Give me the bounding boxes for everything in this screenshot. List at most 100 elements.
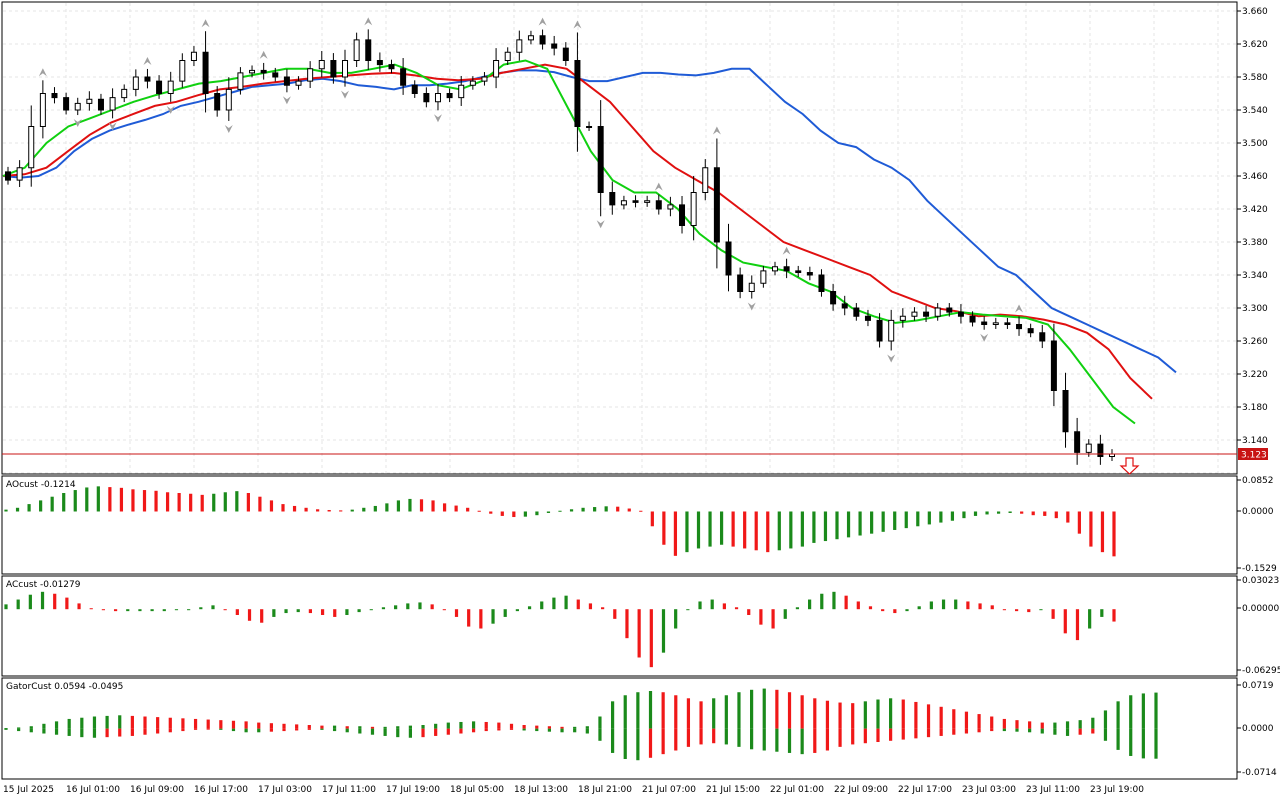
tick-3140: 3.140: [1237, 436, 1268, 446]
gator-upper-bar: [648, 691, 653, 729]
candle-body: [400, 68, 407, 86]
main-pane-frame[interactable]: [1, 1, 1238, 475]
candle-body: [632, 200, 639, 203]
gator-title: GatorCust 0.0594 -0.0495: [6, 682, 123, 692]
gator-upper-bar: [813, 698, 817, 729]
gator-lower-bar: [623, 728, 627, 760]
ao-bar: [927, 511, 931, 525]
candle-body: [423, 93, 430, 103]
gator-upper-bar: [1154, 692, 1158, 729]
ao-bar: [985, 511, 989, 515]
ac-bar: [771, 609, 775, 629]
gator-lower-bar: [610, 728, 615, 753]
fractal-up-icon: [1015, 304, 1024, 313]
gator-upper-bar: [573, 726, 577, 729]
ac-bar: [1002, 609, 1007, 611]
candle-body: [132, 76, 139, 90]
ao-axis: 0.0852 0.0000 -0.1529: [1237, 476, 1277, 574]
candlesticks: [5, 29, 1115, 465]
fractal-down-icon: [166, 105, 175, 114]
gator-lower-bar: [926, 728, 931, 738]
ao-bar: [950, 511, 955, 521]
ac-bar: [527, 606, 532, 610]
ao-bar: [223, 492, 227, 512]
gator-lower-bar: [181, 728, 185, 732]
gator-upper-bar: [598, 716, 602, 729]
candle-body: [283, 76, 290, 86]
gator-upper-bar: [471, 721, 476, 729]
ac-pane-frame[interactable]: [1, 575, 1238, 677]
ao-bar: [777, 511, 781, 551]
ao-bar: [823, 511, 828, 542]
fractal-down-icon: [596, 220, 605, 229]
ao-bar: [62, 493, 66, 512]
ao-bar: [581, 507, 585, 512]
ac-bar: [16, 599, 20, 610]
gator-upper-bar: [181, 718, 185, 729]
down-arrow-icon[interactable]: [1119, 457, 1140, 475]
ac-bar: [89, 608, 93, 610]
time-label: 18 Jul 21:00: [578, 785, 632, 795]
gator-upper-bar: [926, 704, 931, 729]
gator-upper-bar: [193, 718, 198, 729]
ac-bar: [734, 607, 739, 610]
ao-bar: [292, 505, 297, 512]
gator-lower-bar: [370, 728, 375, 735]
ac-bar: [174, 609, 179, 611]
gator-upper-bar: [67, 718, 71, 729]
gator-upper-bar: [585, 726, 589, 729]
ao-bar: [996, 511, 1001, 514]
gator-lower-bar: [585, 728, 589, 734]
ac-bar: [381, 607, 386, 610]
gator-lower-bar: [636, 728, 640, 761]
gator-lower-bar: [156, 728, 160, 734]
price-tick-label: 3.460: [1242, 172, 1268, 182]
gator-upper-bar: [636, 692, 640, 729]
candle-body: [28, 126, 35, 169]
ac-bar: [418, 602, 422, 610]
ao-bar: [719, 511, 724, 545]
ao-bar: [1089, 511, 1093, 547]
gator-upper-bar: [522, 725, 526, 729]
fractal-up-icon: [143, 56, 152, 65]
candle-body: [39, 93, 46, 127]
ao-bar: [650, 511, 654, 527]
candle-body: [225, 88, 232, 111]
ac-bar: [77, 603, 81, 610]
fractal-down-icon: [224, 124, 233, 133]
ao-bar: [269, 500, 274, 512]
ao-bar: [743, 511, 747, 549]
gator-lower-bar: [345, 728, 349, 733]
ao-bar: [327, 510, 331, 512]
gator-upper-bar: [1116, 701, 1120, 729]
gator-lower-bar: [484, 728, 488, 732]
ac-bar: [503, 609, 507, 617]
gator-lower-bar: [914, 728, 918, 739]
ao-bar: [916, 511, 920, 527]
ac-bar: [296, 609, 300, 613]
candle-body: [5, 171, 11, 181]
gator-upper-bar: [876, 699, 880, 729]
gator-upper-bar: [484, 721, 488, 729]
gator-upper-bar: [434, 723, 438, 729]
ac-tick-label: 0.00000: [1242, 604, 1279, 614]
ao-bar: [523, 511, 527, 517]
ac-bar: [454, 609, 459, 617]
candle-body: [121, 88, 128, 99]
gator-upper-bar: [964, 711, 969, 729]
ao-bar: [500, 511, 504, 516]
gator-upper-bar: [105, 715, 109, 729]
ao-bar: [535, 511, 539, 516]
ac-bar: [65, 597, 69, 610]
ao-pane-frame[interactable]: [1, 475, 1238, 575]
candle-body: [1074, 431, 1081, 453]
ao-bar: [1112, 511, 1116, 557]
gator-lower-bar: [648, 728, 653, 758]
gator-upper-bar: [80, 717, 84, 729]
gator-upper-bar: [1078, 720, 1082, 729]
gator-lower-bar: [434, 728, 438, 736]
ao-title: AOcust -0.1214: [6, 480, 76, 490]
gator-lower-bar: [1116, 728, 1120, 750]
fractal-down-icon: [887, 354, 896, 363]
